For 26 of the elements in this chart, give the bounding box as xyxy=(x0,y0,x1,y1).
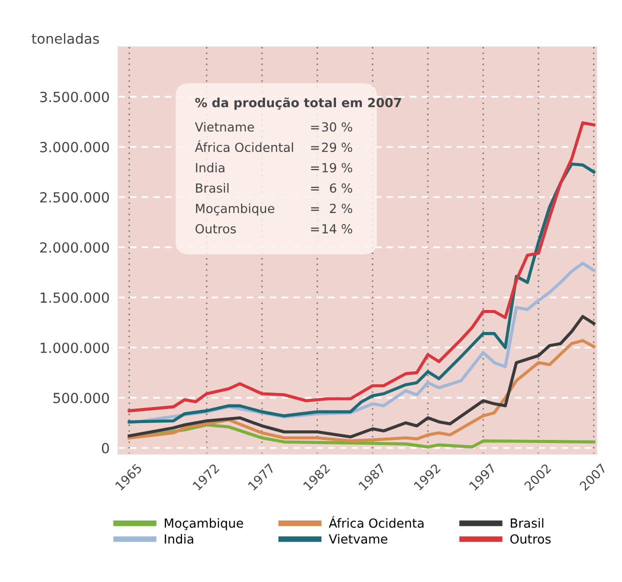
text: Outros = 14 % xyxy=(196,224,352,234)
legend-label: India xyxy=(164,534,194,544)
y-tick-label: 500.000 xyxy=(53,392,109,404)
y-tick-label: 1.000.000 xyxy=(40,342,109,354)
text: Brasil = 6 % xyxy=(196,183,352,193)
y-tick-label: 2.500.000 xyxy=(40,192,109,203)
text: Vietname = 30 % xyxy=(194,122,352,132)
y-tick-label: 3.500.000 xyxy=(40,92,109,102)
line-series xyxy=(128,162,596,424)
legend-label: África Ocidenta xyxy=(328,516,424,528)
text: Moçambique = 2 % xyxy=(196,203,352,216)
legend-label: Brasil xyxy=(510,518,544,528)
y-tick-label: 1.500.000 xyxy=(40,292,109,303)
text: India = 19 % xyxy=(196,162,352,172)
y-tick-label: 3.000.000 xyxy=(40,142,109,152)
text: África Ocidental = 29 % xyxy=(194,140,352,152)
legend-label: Outros xyxy=(510,534,551,544)
line-series xyxy=(128,314,596,438)
legend-label: Moçambique xyxy=(164,518,244,530)
y-axis-title: toneladas xyxy=(32,33,99,44)
y-tick-label: 2.000.000 xyxy=(40,242,109,253)
y-tick-label: 0 xyxy=(102,442,109,454)
line-series xyxy=(128,339,596,442)
line-series xyxy=(128,121,596,412)
annotation: % da produção total em 2007 xyxy=(195,97,402,110)
legend-label: Vietvame xyxy=(328,534,388,544)
